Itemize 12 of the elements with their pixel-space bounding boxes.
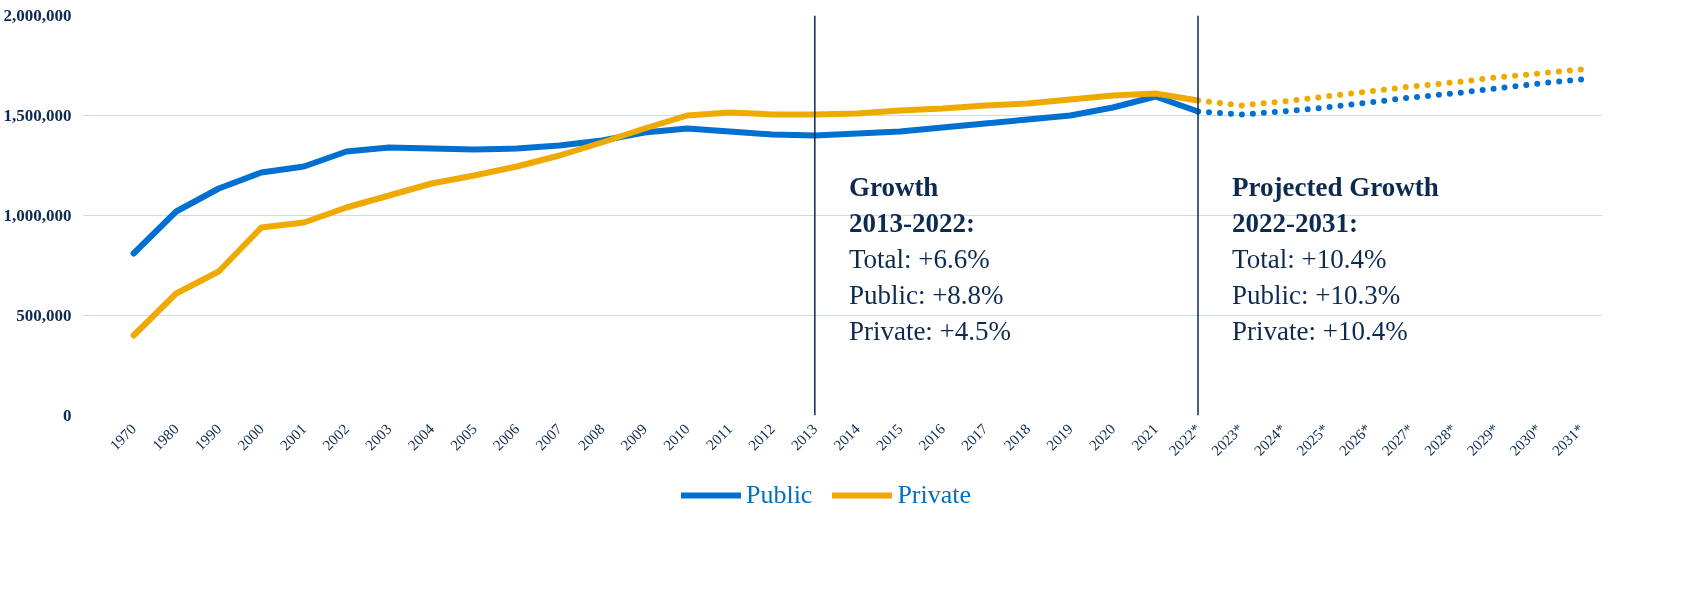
legend-label: Public: [745, 479, 813, 510]
y-tick-label: 2,000,000: [3, 6, 72, 25]
y-tick-label: 1,500,000: [3, 106, 72, 125]
annotation: Growth 2013-2022:: [848, 171, 975, 238]
y-tick-label: 500,000: [16, 306, 72, 325]
legend-label: Private: [897, 479, 972, 510]
y-tick-label: 0: [63, 406, 72, 425]
annotation: Total: +6.6% Public: +8.8% Private: +4.5%: [848, 243, 1012, 346]
y-tick-label: 1,000,000: [3, 206, 72, 225]
x-tick-label: 2011: [703, 420, 736, 453]
annotation: Total: +10.4% Public: +10.3% Private: +10.4%: [1232, 243, 1408, 346]
annotation: Projected Growth 2022-2031:: [1232, 171, 1439, 238]
